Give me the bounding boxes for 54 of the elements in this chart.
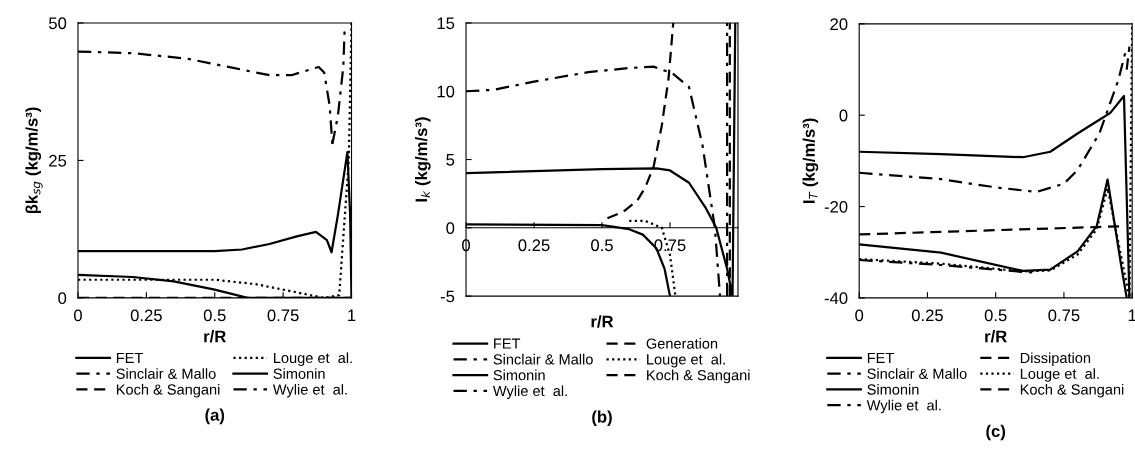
y-tick-label: 20 <box>830 18 848 31</box>
x-tick-label: 1 <box>1128 309 1135 322</box>
x-tick-label: 0 <box>73 309 82 322</box>
x-tick-label: 0.25 <box>130 309 162 322</box>
x-tick-label: 0.25 <box>518 239 550 252</box>
text: (b) <box>592 410 612 426</box>
x-tick-label: 0.75 <box>1048 309 1080 322</box>
x-tick-label: 1 <box>348 309 356 322</box>
legend-label: Koch & Sangani <box>647 369 750 384</box>
x-tick-label: 0.5 <box>984 309 1007 322</box>
legend-label: Dissipation <box>1020 352 1091 366</box>
legend-label: Sinclair & Mallo <box>116 368 216 379</box>
x-tick-label: 0.25 <box>911 309 943 322</box>
y-axis-title: βk$_{sg}$ (kg/m/s³) <box>25 107 43 214</box>
legend-label: Simonin <box>273 368 325 379</box>
legend-label: Louge et al. <box>1020 368 1099 382</box>
legend-label: FET <box>494 338 521 349</box>
y-tick-label: 10 <box>437 85 455 98</box>
x-tick-label: 0.75 <box>267 309 299 322</box>
x-tick-label: 0 <box>855 309 864 322</box>
legend-label: Simonin <box>867 383 919 395</box>
y-tick-label: 0 <box>446 222 455 235</box>
x-axis-title: r/R <box>204 330 226 343</box>
x-axis-title: r/R <box>591 315 614 328</box>
legend-label: Wylie et al. <box>492 385 567 399</box>
legend-label: FET <box>867 352 894 363</box>
x-tick-label: 0.5 <box>203 309 226 322</box>
x-tick-label: 0.5 <box>591 239 613 252</box>
y-tick-label: 15 <box>437 17 455 30</box>
legend-label: Wylie et al. <box>272 383 347 398</box>
legend-label: Wylie et al. <box>866 399 941 414</box>
legend-label: FET <box>116 352 143 363</box>
legend-label: Sinclair & Mallo <box>867 368 967 379</box>
y-tick-label: -40 <box>824 292 848 305</box>
legend-label: Louge et al. <box>274 352 352 366</box>
y-tick-label: -5 <box>440 290 455 303</box>
text: (a) <box>205 408 225 425</box>
legend-label: Simonin <box>493 369 545 381</box>
x-tick-label: 0.75 <box>654 239 686 252</box>
legend-label: Generation <box>646 338 718 349</box>
legend-label: Sinclair & Mallo <box>493 353 593 365</box>
y-tick-label: 0 <box>839 109 848 122</box>
text: (c) <box>986 424 1006 441</box>
legend-label: Koch & Sangani <box>116 383 220 398</box>
y-axis-title: I$_{T}$ (kg/m/s³) <box>802 118 819 204</box>
legend-label: Koch & Sangani <box>1020 383 1124 398</box>
y-tick-label: 5 <box>446 154 455 166</box>
y-tick-label: 50 <box>48 17 67 30</box>
y-tick-label: -20 <box>824 200 848 213</box>
y-axis-title: I$_{k}$ (kg/m/s³) <box>414 117 431 202</box>
y-tick-label: 0 <box>58 292 67 305</box>
x-axis-title: r/R <box>985 330 1007 343</box>
y-tick-label: 25 <box>49 154 67 167</box>
legend-label: Louge et al. <box>647 353 725 368</box>
